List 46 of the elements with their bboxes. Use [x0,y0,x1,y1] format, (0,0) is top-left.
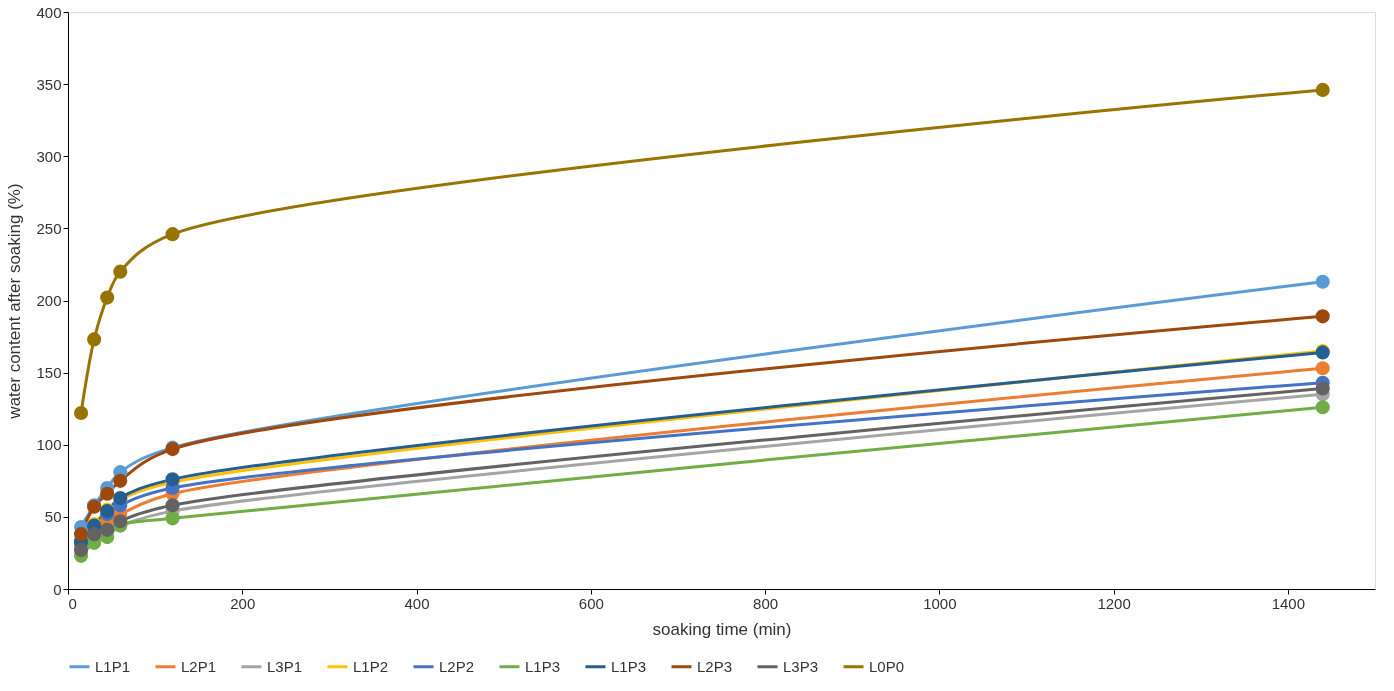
point [74,527,89,542]
point [74,405,89,421]
legend-label: L2P1 [181,657,217,675]
point [1315,361,1330,376]
y-tick-label: 150 [36,364,62,382]
legend-label: L1P1 [95,657,131,675]
y-tick-label: 350 [36,75,62,93]
point [113,264,128,279]
point [1315,309,1330,324]
point [113,514,128,529]
point [100,486,115,501]
y-axis-title: water content after soaking (%) [5,183,25,420]
y-tick-label: 250 [36,219,62,237]
point [165,227,180,242]
legend-label: L3P1 [267,657,303,675]
point [1315,82,1330,97]
x-axis-title: soaking time (min) [652,619,792,639]
point [1315,274,1330,289]
x-tick-label: 600 [578,594,604,612]
point [165,511,180,526]
x-tick-label: 400 [404,594,430,612]
x-tick-label: 800 [753,594,779,612]
y-tick-label: 50 [44,508,62,526]
y-tick-label: 0 [53,580,62,598]
x-tick-label: 200 [230,594,256,612]
y-tick-label: 100 [36,436,62,454]
point [113,473,128,488]
point [87,332,102,347]
point [165,498,180,513]
legend-label: L1P2 [353,657,389,675]
x-tick-label: 1200 [1097,594,1131,612]
legend-label: L2P3 [697,657,733,675]
x-tick-label: 1000 [923,594,957,612]
y-tick-label: 200 [36,292,62,309]
y-tick-label: 300 [36,147,62,165]
point [1315,381,1330,396]
x-tick-label: 0 [68,594,77,612]
x-tick-label: 1400 [1271,594,1306,612]
legend-label: L3P3 [783,657,819,675]
legend-label: L1P3 [611,657,647,675]
legend-label: L1P3 [525,657,561,675]
y-tick-label: 400 [36,3,62,21]
point [100,290,115,305]
point [1315,400,1330,415]
legend-label: L0P0 [869,657,905,675]
legend-label: L2P2 [439,657,475,675]
